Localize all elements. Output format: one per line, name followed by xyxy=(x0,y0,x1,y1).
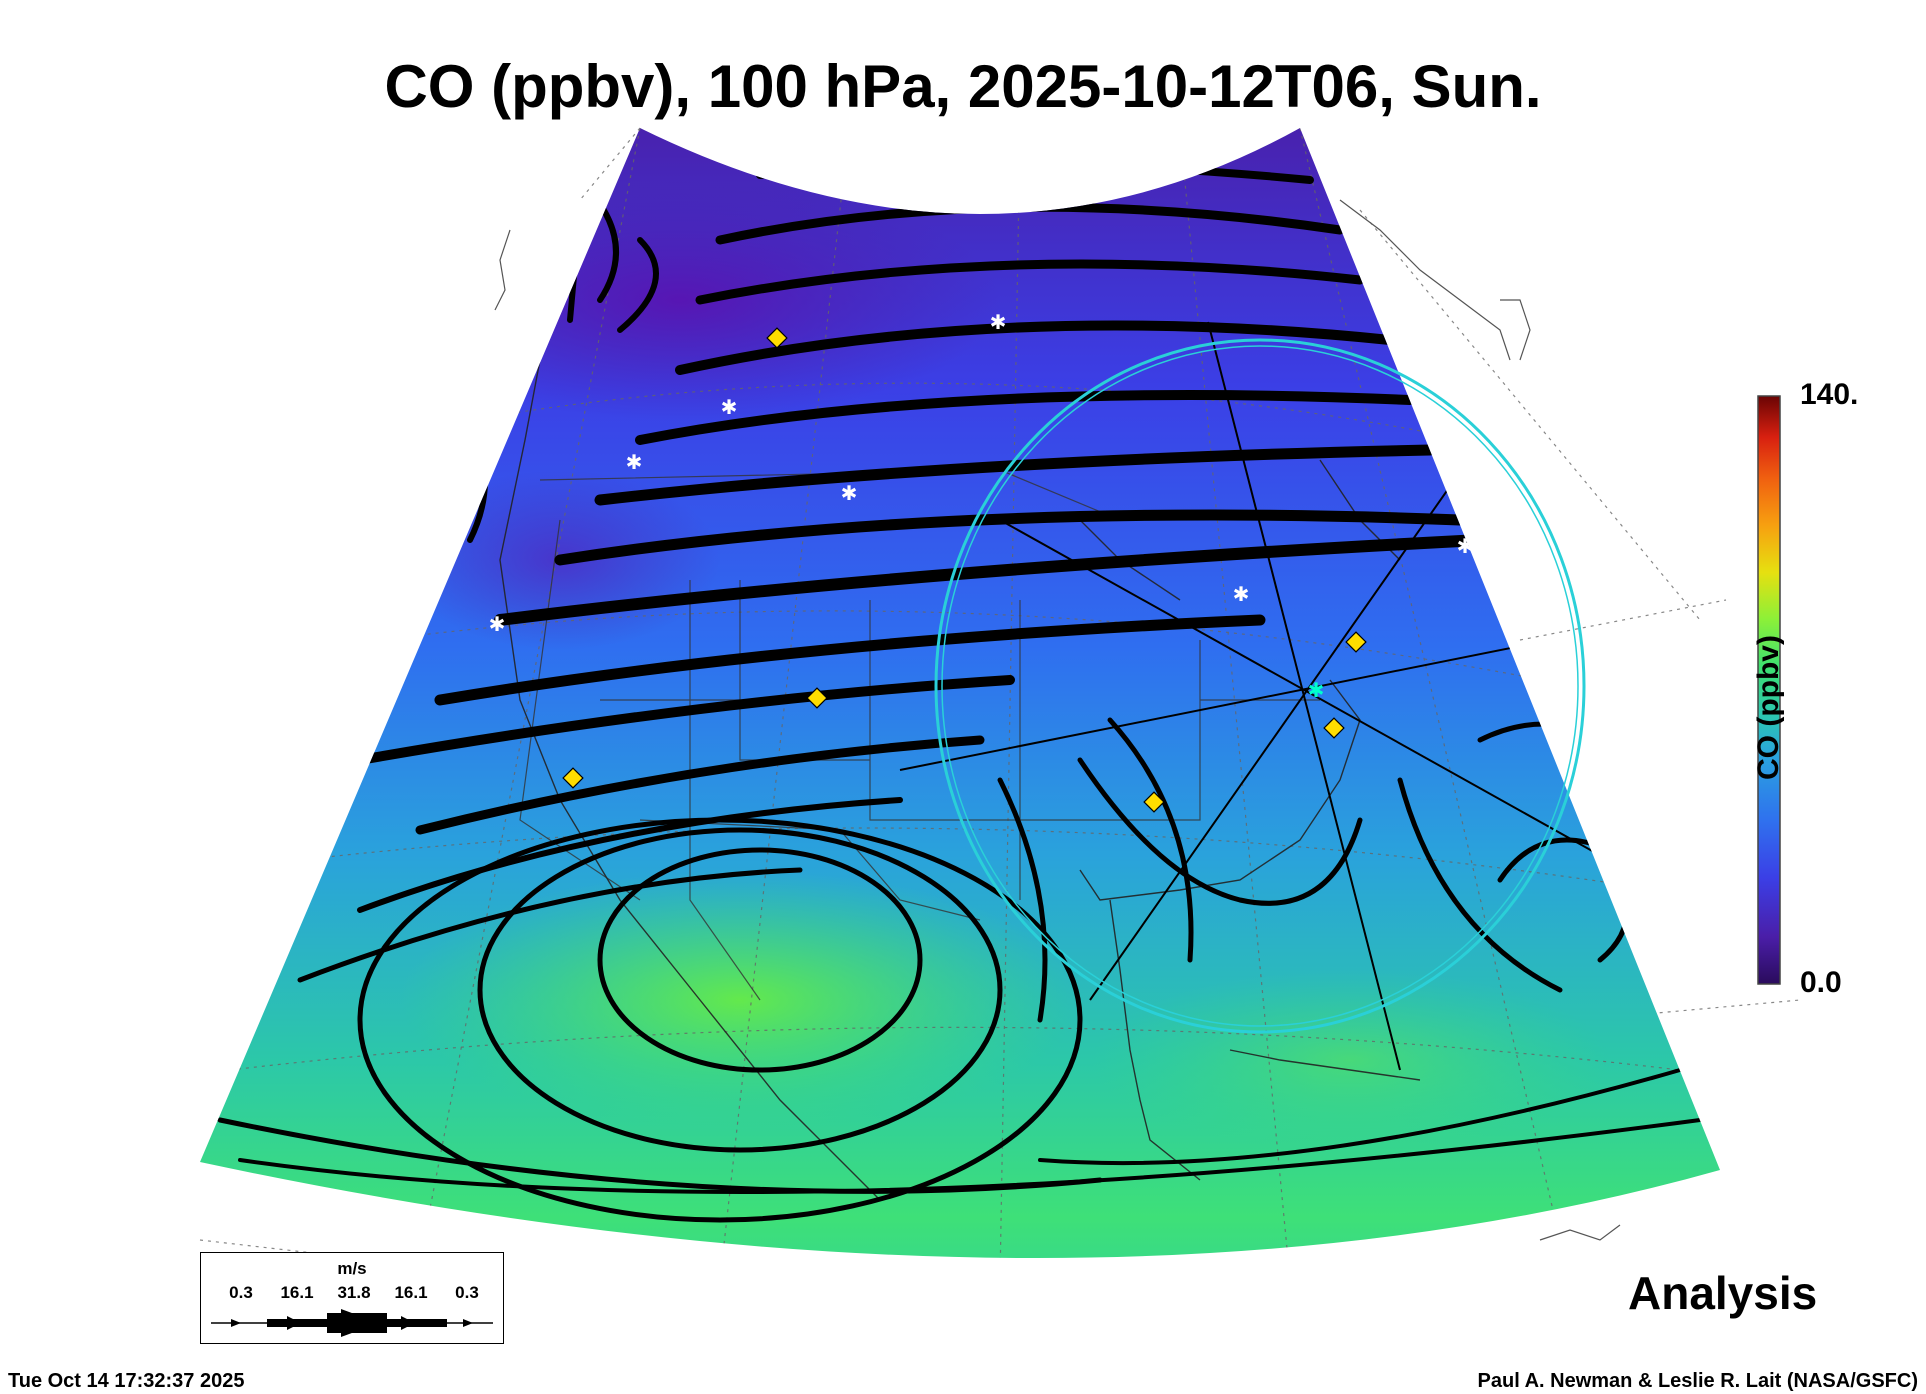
star-marker: ✱ xyxy=(841,481,858,505)
wind-legend-tick: 16.1 xyxy=(394,1283,428,1302)
diamond-marker xyxy=(1345,631,1367,653)
star-marker: ✱ xyxy=(721,395,738,419)
wind-legend: m/s 0.3 16.1 31.8 16.1 0.3 xyxy=(200,1252,504,1344)
diamond-marker xyxy=(1143,791,1165,813)
wind-legend-tick: 0.3 xyxy=(229,1283,253,1302)
star-marker: ✱ xyxy=(1457,534,1474,558)
wind-legend-tick: 16.1 xyxy=(280,1283,314,1302)
star-marker: ✱ xyxy=(489,612,506,636)
wind-legend-arrow xyxy=(211,1309,493,1337)
colorbar xyxy=(1757,395,1781,985)
center-marker: ✱ xyxy=(1308,678,1325,702)
analysis-label: Analysis xyxy=(1628,1267,1818,1319)
co-field xyxy=(200,128,1720,1259)
station-stars: ✱ ✱ ✱ ✱ ✱ ✱ ✱ xyxy=(489,310,1474,636)
diamond-marker xyxy=(562,767,584,789)
footer-credit: Paul A. Newman & Leslie R. Lait (NASA/GS… xyxy=(1477,1370,1918,1392)
wind-legend-unit: m/s xyxy=(337,1259,367,1278)
diamond-marker xyxy=(1323,717,1345,739)
range-ring xyxy=(934,338,1586,1034)
footer-timestamp: Tue Oct 14 17:32:37 2025 xyxy=(8,1370,245,1392)
star-marker: ✱ xyxy=(990,310,1007,334)
graticule-outside xyxy=(199,127,1801,1256)
diamond-marker xyxy=(806,687,828,709)
colorbar-min-label: 0.0 xyxy=(1800,966,1842,999)
wind-legend-tick: 0.3 xyxy=(455,1283,479,1302)
coastline-outside xyxy=(494,199,1621,1241)
diamond-marker xyxy=(766,327,788,349)
station-diamonds xyxy=(562,327,1367,813)
colorbar-max-label: 140. xyxy=(1800,378,1859,411)
colorbar-title: CO (ppbv) xyxy=(1752,635,1785,780)
star-marker: ✱ xyxy=(626,450,643,474)
wind-legend-tick: 31.8 xyxy=(337,1283,371,1302)
map-title: CO (ppbv), 100 hPa, 2025-10-12T06, Sun. xyxy=(384,53,1542,120)
star-marker: ✱ xyxy=(1233,582,1250,606)
